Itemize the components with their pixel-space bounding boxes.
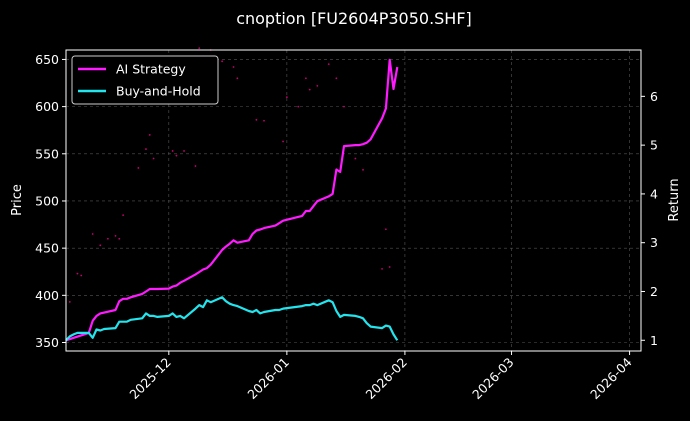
y2-tick-label: 4 — [650, 186, 658, 201]
price-dot — [118, 237, 121, 240]
price-dot — [316, 84, 319, 87]
legend: AI Strategy Buy-and-Hold — [71, 55, 219, 105]
y-tick-label: 600 — [35, 99, 59, 114]
price-dot — [194, 165, 197, 167]
chart-title: cnoption [FU2604P3050.SHF] — [236, 9, 472, 28]
legend-label: Buy-and-Hold — [116, 84, 201, 99]
price-dot — [335, 77, 338, 80]
legend-box — [71, 55, 219, 105]
price-dot — [282, 140, 284, 143]
price-dot — [76, 272, 79, 275]
price-dot — [327, 63, 330, 66]
price-dot — [263, 119, 265, 122]
price-dot — [221, 60, 224, 63]
price-dot — [171, 150, 174, 152]
price-dot — [91, 233, 94, 235]
price-dot — [343, 105, 345, 108]
price-dot — [305, 77, 307, 80]
buy-and-hold-line — [65, 296, 399, 342]
y2-tick-label: 2 — [650, 284, 658, 299]
price-dot — [137, 167, 140, 169]
price-dot — [80, 274, 83, 277]
y2-tick-label: 3 — [650, 235, 658, 250]
y2-axis-label: Return — [667, 178, 682, 221]
price-dot — [285, 96, 288, 99]
y-tick-label: 400 — [35, 288, 59, 303]
price-dot — [198, 47, 201, 50]
price-dot — [152, 157, 155, 160]
price-dot — [122, 214, 125, 217]
price-dot — [362, 168, 364, 171]
price-dot — [175, 154, 178, 157]
price-dot — [388, 266, 391, 268]
price-dot — [145, 148, 147, 150]
legend-label: AI Strategy — [116, 62, 186, 77]
price-dot — [384, 228, 387, 231]
y2-tick-label: 6 — [650, 89, 658, 104]
price-dot — [308, 88, 311, 91]
price-dot — [297, 105, 300, 108]
series-lines — [65, 58, 399, 342]
y-tick-label: 650 — [35, 52, 59, 67]
y-tick-label: 550 — [35, 146, 59, 161]
y-tick-label: 450 — [35, 241, 59, 256]
y-tick-label: 500 — [35, 193, 59, 208]
y-axis-label: Price — [10, 184, 25, 216]
y2-tick-label: 1 — [650, 333, 658, 348]
y2-tick-label: 5 — [650, 138, 658, 153]
y-tick-label: 350 — [35, 335, 59, 350]
price-dot — [183, 150, 185, 152]
price-dot — [99, 244, 102, 247]
price-dot — [232, 66, 235, 68]
price-dot — [148, 134, 151, 136]
price-dot — [114, 234, 117, 237]
price-dot — [236, 77, 239, 80]
price-dot — [381, 268, 383, 270]
price-dot — [106, 237, 109, 240]
price-dot — [354, 157, 357, 160]
price-dot — [255, 118, 258, 121]
y-axis-right: 1 2 3 4 5 6 — [641, 89, 658, 348]
ai-strategy-line — [65, 58, 399, 342]
y-axis-left: 350 400 450 500 550 600 650 — [35, 52, 66, 350]
price-dot — [68, 301, 71, 303]
